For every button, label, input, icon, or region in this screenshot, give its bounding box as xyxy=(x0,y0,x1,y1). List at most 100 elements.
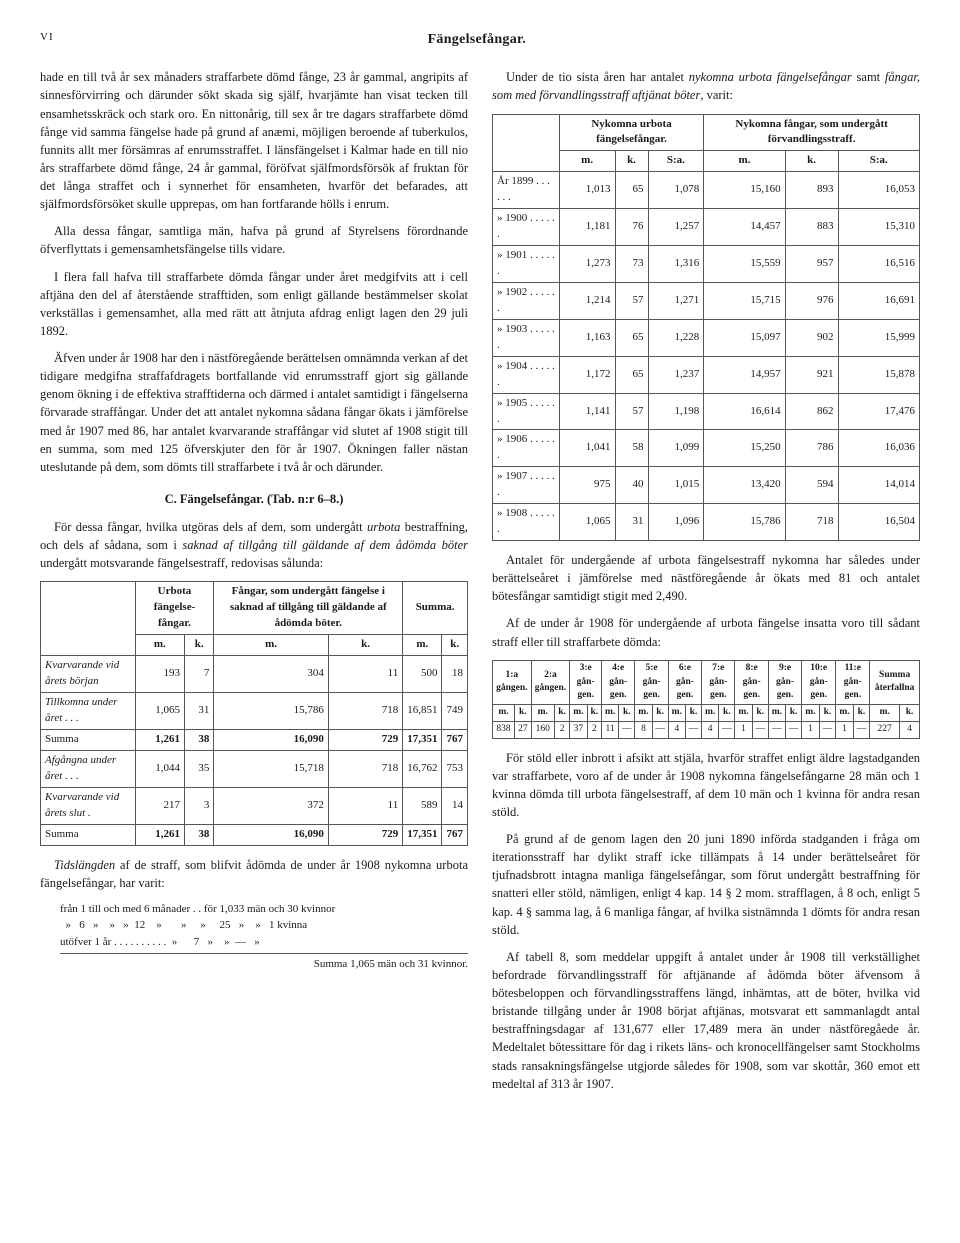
row-label: » 1903 . . . . . . xyxy=(493,319,560,356)
left-column: hade en till två år sex månaders straffa… xyxy=(40,68,468,1102)
cell: 4 xyxy=(900,721,920,738)
cell: 1,141 xyxy=(559,393,615,430)
cell: 17,351 xyxy=(403,824,442,845)
para-l6: Tidslängden af de straff, som blifvit åd… xyxy=(40,856,468,892)
cell: 1,273 xyxy=(559,246,615,283)
cell: 160 xyxy=(531,721,554,738)
cell: — xyxy=(685,721,701,738)
cell: 1,096 xyxy=(648,504,704,541)
row-label: År 1899 . . . . . . xyxy=(493,172,560,209)
cell: 35 xyxy=(185,750,214,787)
cell: — xyxy=(853,721,870,738)
table-recidivism: 1:a gången.2:a gången.3:e gån-gen.4:e gå… xyxy=(492,660,920,739)
cell: 4 xyxy=(702,721,719,738)
cell: 15,250 xyxy=(704,430,785,467)
row-label: » 1902 . . . . . . xyxy=(493,282,560,319)
cell: — xyxy=(768,721,785,738)
cell: — xyxy=(652,721,668,738)
cell: 767 xyxy=(442,729,468,750)
cell: 15,310 xyxy=(838,209,919,246)
cell: 1,271 xyxy=(648,282,704,319)
cell: 16,762 xyxy=(403,750,442,787)
cell: 1 xyxy=(802,721,819,738)
cell: 31 xyxy=(185,693,214,730)
row-label: Tillkomna under året . . . xyxy=(41,693,136,730)
cell: 1,198 xyxy=(648,393,704,430)
col-header: 9:e gån-gen. xyxy=(768,660,801,704)
cell: 975 xyxy=(559,467,615,504)
para-l4: Äfven under år 1908 har den i nästföregå… xyxy=(40,349,468,476)
cell: 18 xyxy=(442,656,468,693)
cell: — xyxy=(619,721,635,738)
cell: 31 xyxy=(615,504,648,541)
cell: 1,237 xyxy=(648,356,704,393)
cell: 16,090 xyxy=(214,729,328,750)
page-title: Fängelsefångar. xyxy=(428,30,526,50)
row-label: » 1906 . . . . . . xyxy=(493,430,560,467)
cell: 4 xyxy=(668,721,685,738)
cell: 16,036 xyxy=(838,430,919,467)
cell: 15,559 xyxy=(704,246,785,283)
row-label: » 1908 . . . . . . xyxy=(493,504,560,541)
cell: 957 xyxy=(785,246,838,283)
cell: 16,691 xyxy=(838,282,919,319)
cell: 921 xyxy=(785,356,838,393)
table-fangelsefangar-summary: Urbota fängelse-fångar. Fångar, som unde… xyxy=(40,581,468,845)
cell: 58 xyxy=(615,430,648,467)
row-label: Summa xyxy=(41,729,136,750)
page-header: VI Fängelsefångar. xyxy=(40,30,920,50)
cell: 372 xyxy=(214,787,328,824)
cell: — xyxy=(752,721,768,738)
cell: 73 xyxy=(615,246,648,283)
cell: 15,999 xyxy=(838,319,919,356)
para-r5: På grund af de genom lagen den 20 juni 1… xyxy=(492,830,920,939)
cell: 14,014 xyxy=(838,467,919,504)
cell: 753 xyxy=(442,750,468,787)
row-label: Afgångna under året . . . xyxy=(41,750,136,787)
row-label: » 1907 . . . . . . xyxy=(493,467,560,504)
cell: 11 xyxy=(328,656,402,693)
cell: 718 xyxy=(328,750,402,787)
cell: 1,172 xyxy=(559,356,615,393)
cell: 976 xyxy=(785,282,838,319)
cell: 1,041 xyxy=(559,430,615,467)
row-label: Kvarvarande vid årets slut . xyxy=(41,787,136,824)
section-c-heading: C. Fängelsefångar. (Tab. n:r 6–8.) xyxy=(40,490,468,508)
cell: 1,261 xyxy=(135,729,184,750)
cell: 7 xyxy=(185,656,214,693)
cell: 718 xyxy=(328,693,402,730)
cell: 11 xyxy=(328,787,402,824)
cell: 838 xyxy=(493,721,515,738)
para-r3: Af de under år 1908 för undergående af u… xyxy=(492,614,920,650)
cell: 37 xyxy=(570,721,587,738)
cell: 589 xyxy=(403,787,442,824)
cell: 65 xyxy=(615,172,648,209)
cell: 1,261 xyxy=(135,824,184,845)
cell: 8 xyxy=(635,721,652,738)
cell: 15,715 xyxy=(704,282,785,319)
cell: 15,786 xyxy=(214,693,328,730)
cell: 902 xyxy=(785,319,838,356)
cell: 14,457 xyxy=(704,209,785,246)
para-r2: Antalet för undergående af urbota fängel… xyxy=(492,551,920,605)
right-column: Under de tio sista åren har antalet nyko… xyxy=(492,68,920,1102)
cell: 65 xyxy=(615,319,648,356)
cell: 15,160 xyxy=(704,172,785,209)
row-label: Summa xyxy=(41,824,136,845)
col-header: 4:e gån-gen. xyxy=(602,660,635,704)
cell: 15,097 xyxy=(704,319,785,356)
col-header: 1:a gången. xyxy=(493,660,532,704)
para-l2: Alla dessa fångar, samtliga män, hafva p… xyxy=(40,222,468,258)
cell: 893 xyxy=(785,172,838,209)
cell: 17,351 xyxy=(403,729,442,750)
cell: 16,516 xyxy=(838,246,919,283)
para-r4: För stöld eller inbrott i afsikt att stj… xyxy=(492,749,920,822)
cell: 11 xyxy=(602,721,619,738)
cell: 749 xyxy=(442,693,468,730)
cell: — xyxy=(819,721,836,738)
cell: 38 xyxy=(185,824,214,845)
cell: 1,099 xyxy=(648,430,704,467)
page-number: VI xyxy=(40,30,54,50)
para-r6: Af tabell 8, som meddelar uppgift å anta… xyxy=(492,948,920,1093)
cell: 1,257 xyxy=(648,209,704,246)
